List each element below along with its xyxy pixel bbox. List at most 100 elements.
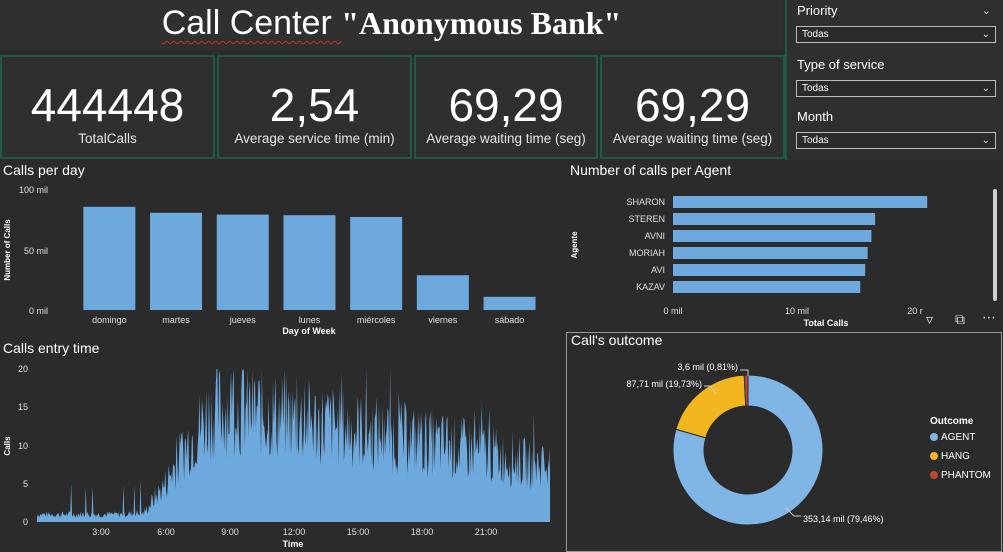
x-tick-label: 20 r bbox=[907, 306, 923, 316]
legend-label: AGENT bbox=[941, 432, 976, 443]
leader-line bbox=[785, 507, 801, 517]
x-tick-label: 18:00 bbox=[411, 527, 434, 537]
leader-line bbox=[704, 385, 717, 395]
filter-panel: Priority ⌄ Todas ⌄ Type of service Todas… bbox=[785, 0, 1003, 160]
x-tick-label: jueves bbox=[229, 315, 257, 325]
agent-bar[interactable] bbox=[673, 230, 872, 242]
x-tick-label: viernes bbox=[428, 315, 458, 325]
x-tick-label: 10 mil bbox=[785, 306, 809, 316]
y-axis-title: Number of Calls bbox=[3, 219, 12, 281]
outcome-title: Call's outcome bbox=[571, 332, 663, 348]
day-bar[interactable] bbox=[283, 215, 336, 310]
month-select-value: Todas bbox=[802, 135, 829, 146]
x-tick-label: 3:00 bbox=[92, 527, 110, 537]
more-options-icon[interactable]: ⋯ bbox=[982, 309, 996, 325]
x-tick-label: 21:00 bbox=[475, 527, 498, 537]
chevron-down-icon: ⌄ bbox=[981, 29, 990, 40]
y-tick-label: 0 mil bbox=[29, 306, 48, 316]
legend-dot bbox=[930, 471, 938, 479]
kpi-value: 69,29 bbox=[448, 79, 564, 131]
chevron-down-icon[interactable]: ⌄ bbox=[981, 5, 991, 17]
filter-icon[interactable]: ▿ bbox=[926, 311, 934, 327]
kpi-value: 69,29 bbox=[634, 79, 751, 131]
calls-entry-time-chart[interactable]: 20 15 10 5 0 Calls 3:00 6:00 9:00 12:00 … bbox=[0, 360, 560, 552]
calls-per-day-chart[interactable]: 100 mil 50 mil 0 mil Number of Calls Day… bbox=[0, 180, 560, 340]
calls-per-agent-title: Number of calls per Agent bbox=[570, 162, 732, 178]
legend-item-phantom[interactable]: PHANTOM bbox=[930, 470, 991, 481]
x-tick-label: domingo bbox=[92, 315, 127, 325]
agent-bar[interactable] bbox=[673, 213, 876, 225]
x-tick-label: 9:00 bbox=[221, 527, 239, 537]
y-tick-label: 10 bbox=[18, 441, 28, 451]
chevron-down-icon: ⌄ bbox=[981, 83, 990, 94]
y-axis-title: Calls bbox=[3, 436, 12, 456]
kpi-card-waiting-time: 69,29 Average waiting time (seg) bbox=[414, 55, 598, 159]
agent-bar[interactable] bbox=[673, 196, 928, 208]
day-bar[interactable] bbox=[216, 214, 269, 310]
calls-per-agent-chart[interactable]: Agente 0 mil 10 mil 20 r Total Calls SHA… bbox=[565, 185, 1000, 330]
legend-dot bbox=[930, 433, 938, 441]
x-tick-label: 6:00 bbox=[157, 527, 175, 537]
title-plain: Call Center bbox=[161, 4, 342, 42]
entry-time-area[interactable] bbox=[37, 369, 550, 522]
y-tick-label: 5 bbox=[23, 479, 28, 489]
scrollbar[interactable] bbox=[993, 189, 997, 301]
day-bar[interactable] bbox=[416, 275, 469, 310]
agent-bar[interactable] bbox=[673, 264, 866, 276]
kpi-card-total-calls: 444448 TotalCalls bbox=[0, 55, 215, 159]
y-tick-label: 20 bbox=[18, 364, 28, 374]
title-panel bbox=[0, 0, 783, 50]
agent-label: MORIAH bbox=[629, 248, 665, 258]
leader-line bbox=[740, 369, 749, 376]
y-tick-label: 100 mil bbox=[19, 185, 48, 195]
service-select-value: Todas bbox=[802, 83, 829, 94]
x-tick-label: martes bbox=[162, 315, 190, 325]
phantom-data-label: 3,6 mil (0,81%) bbox=[677, 362, 738, 372]
chevron-down-icon: ⌄ bbox=[981, 135, 990, 146]
x-axis-title: Total Calls bbox=[804, 318, 849, 328]
title-bold: "Anonymous Bank" bbox=[341, 5, 622, 41]
filter-month-label: Month bbox=[797, 109, 834, 124]
x-axis-title: Time bbox=[283, 539, 304, 549]
dashboard-title: Call Center "Anonymous Bank" bbox=[0, 0, 783, 50]
donut-slice-phantom[interactable] bbox=[743, 374, 749, 407]
focus-mode-icon[interactable]: ⧉ bbox=[955, 311, 965, 327]
service-select[interactable]: Todas ⌄ bbox=[796, 80, 996, 97]
calls-per-day-title: Calls per day bbox=[3, 162, 85, 178]
filter-priority-label: Priority bbox=[797, 3, 838, 18]
x-tick-label: lunes bbox=[299, 315, 321, 325]
kpi-value: 2,54 bbox=[269, 79, 360, 131]
legend-label: PHANTOM bbox=[941, 470, 991, 481]
kpi-label: Average waiting time (seg) bbox=[426, 131, 586, 146]
agent-bar[interactable] bbox=[673, 281, 861, 293]
kpi-label: Average service time (min) bbox=[234, 131, 395, 146]
day-bar[interactable] bbox=[350, 217, 403, 310]
legend-item-hang[interactable]: HANG bbox=[930, 451, 970, 462]
agent-label: AVNI bbox=[645, 231, 665, 241]
priority-select-value: Todas bbox=[802, 29, 829, 40]
day-bar[interactable] bbox=[83, 206, 136, 310]
kpi-card-service-time: 2,54 Average service time (min) bbox=[217, 55, 412, 159]
agent-label: STEREN bbox=[628, 214, 665, 224]
agent-label: SHARON bbox=[626, 197, 665, 207]
legend-item-agent[interactable]: AGENT bbox=[930, 432, 975, 443]
month-select[interactable]: Todas ⌄ bbox=[796, 132, 996, 149]
agent-label: AVI bbox=[651, 265, 665, 275]
day-bar[interactable] bbox=[150, 212, 203, 310]
day-bar[interactable] bbox=[483, 296, 536, 310]
x-tick-label: 12:00 bbox=[283, 527, 306, 537]
kpi-label: Average waiting time (seg) bbox=[612, 131, 773, 146]
agent-label: KAZAV bbox=[636, 282, 665, 292]
agent-bar[interactable] bbox=[673, 247, 868, 259]
hang-data-label: 87,71 mil (19,73%) bbox=[626, 379, 702, 389]
legend-title: Outcome bbox=[930, 416, 974, 427]
y-tick-label: 50 mil bbox=[24, 246, 48, 256]
donut-slice-agent[interactable] bbox=[672, 374, 824, 526]
priority-select[interactable]: Todas ⌄ bbox=[796, 26, 996, 43]
outcome-donut-chart[interactable]: 3,6 mil (0,81%) 87,71 mil (19,73%) 353,1… bbox=[566, 350, 926, 550]
x-tick-label: 15:00 bbox=[347, 527, 370, 537]
kpi-label: TotalCalls bbox=[78, 131, 137, 146]
y-tick-label: 15 bbox=[18, 402, 28, 412]
kpi-card-waiting-time-2: 69,29 Average waiting time (seg) bbox=[600, 55, 785, 159]
y-tick-label: 0 bbox=[23, 517, 28, 527]
